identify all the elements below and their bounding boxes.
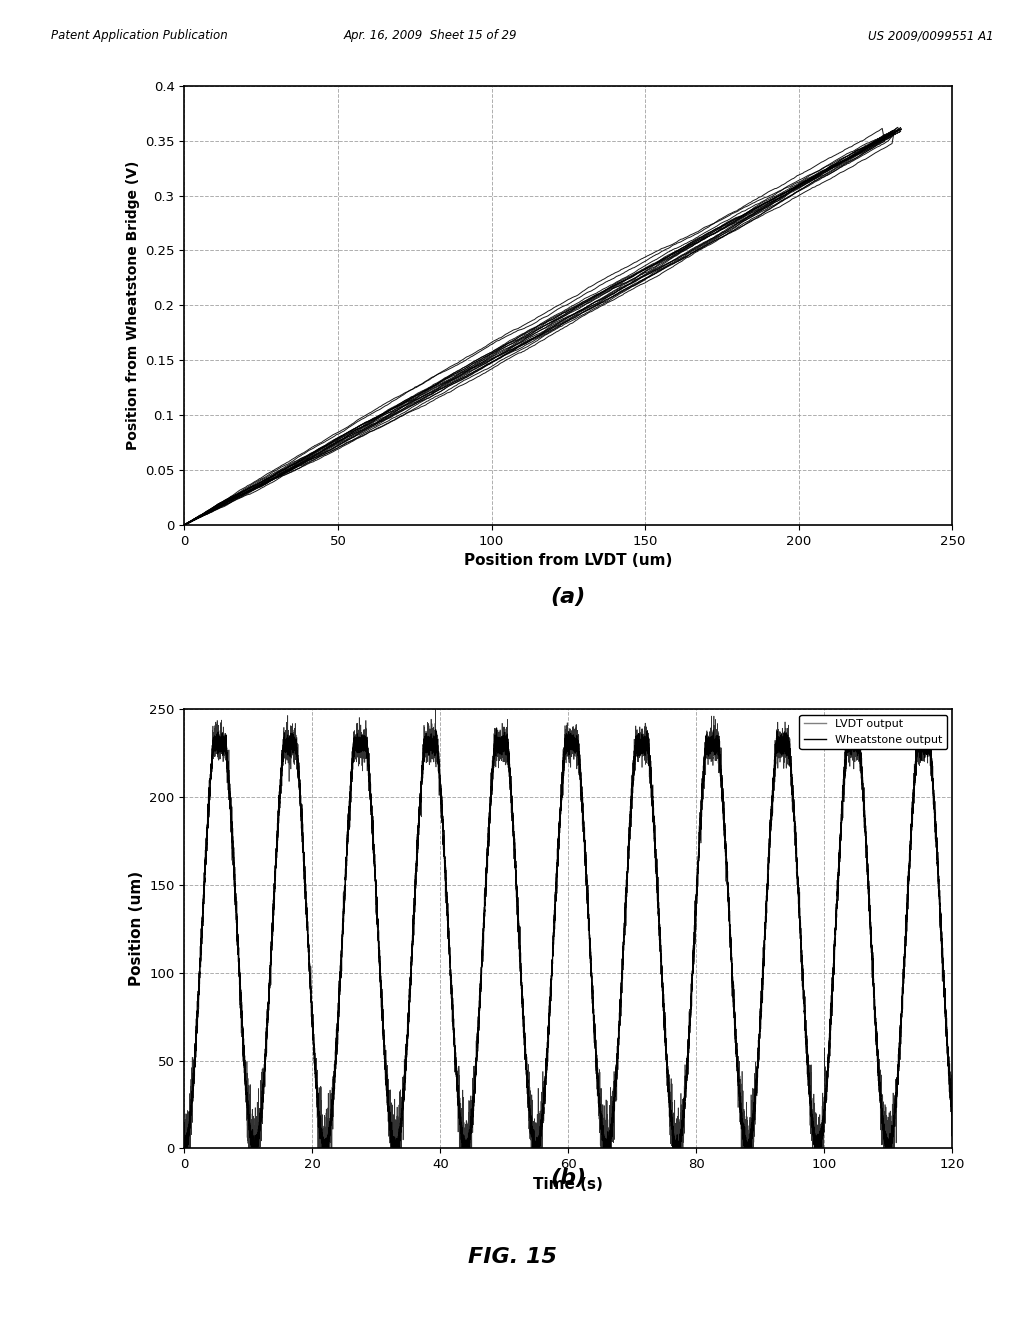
X-axis label: Time (s): Time (s)	[534, 1176, 603, 1192]
LVDT output	[669, 1134, 681, 1150]
Wheatstone output	[867, 969, 880, 985]
LVDT output	[490, 721, 503, 737]
LVDT output	[178, 1140, 190, 1156]
Line: LVDT output: LVDT output	[184, 729, 952, 1148]
Wheatstone output	[429, 702, 441, 718]
Wheatstone output	[946, 1134, 958, 1150]
Text: FIG. 15: FIG. 15	[468, 1247, 556, 1267]
Wheatstone output	[178, 1140, 190, 1156]
Y-axis label: Position (um): Position (um)	[129, 871, 143, 986]
Wheatstone output	[523, 1101, 536, 1117]
LVDT output	[523, 1101, 536, 1117]
X-axis label: Position from LVDT (um): Position from LVDT (um)	[464, 553, 673, 568]
LVDT output	[867, 974, 880, 990]
Text: (b): (b)	[550, 1168, 587, 1188]
Text: Apr. 16, 2009  Sheet 15 of 29: Apr. 16, 2009 Sheet 15 of 29	[343, 29, 517, 42]
Text: (a): (a)	[551, 587, 586, 607]
LVDT output	[846, 742, 858, 758]
LVDT output	[944, 1090, 956, 1106]
Line: Wheatstone output: Wheatstone output	[184, 710, 952, 1148]
LVDT output	[946, 1105, 958, 1121]
LVDT output	[936, 939, 948, 954]
Legend: LVDT output, Wheatstone output: LVDT output, Wheatstone output	[800, 715, 947, 750]
Wheatstone output	[669, 1123, 681, 1139]
Wheatstone output	[846, 742, 858, 758]
Wheatstone output	[936, 937, 948, 953]
Text: Patent Application Publication: Patent Application Publication	[51, 29, 228, 42]
LVDT output	[178, 1130, 190, 1146]
Text: US 2009/0099551 A1: US 2009/0099551 A1	[867, 29, 993, 42]
Y-axis label: Position from Wheatstone Bridge (V): Position from Wheatstone Bridge (V)	[126, 161, 139, 450]
Wheatstone output	[944, 1100, 956, 1115]
